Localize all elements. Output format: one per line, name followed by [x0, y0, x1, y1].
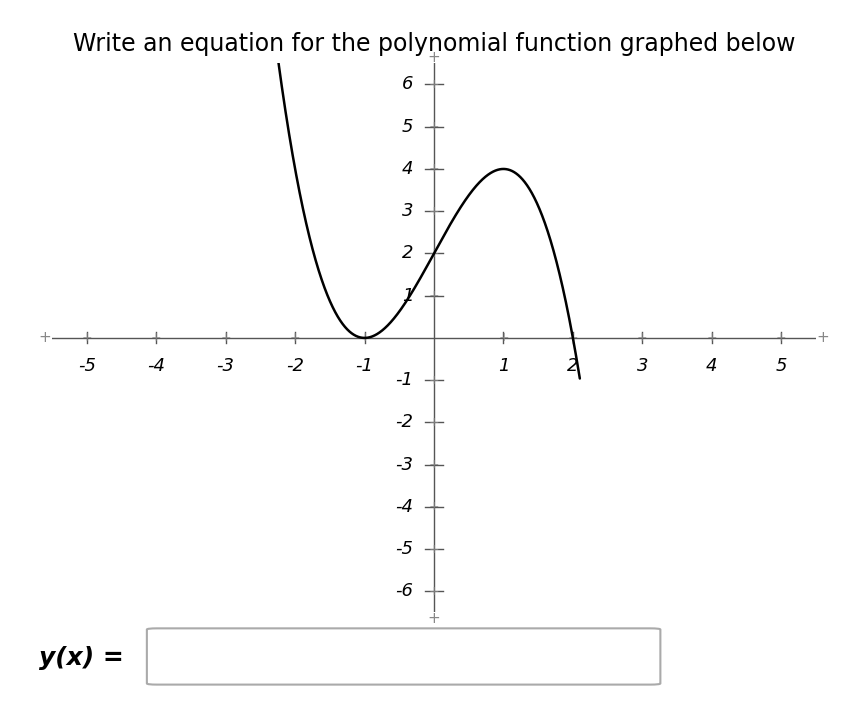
Text: 1: 1: [497, 357, 510, 375]
Text: 5: 5: [775, 357, 787, 375]
Text: -4: -4: [395, 498, 413, 516]
Text: +: +: [428, 611, 440, 627]
Text: -5: -5: [395, 540, 413, 558]
Text: +: +: [428, 49, 440, 65]
Text: 3: 3: [402, 202, 413, 220]
Text: +: +: [637, 332, 648, 344]
Text: +: +: [429, 543, 439, 555]
Text: y(x) =: y(x) =: [39, 646, 124, 670]
Text: -1: -1: [356, 357, 373, 375]
Text: +: +: [707, 332, 717, 344]
Text: +: +: [429, 501, 439, 513]
Text: -2: -2: [286, 357, 304, 375]
FancyBboxPatch shape: [147, 629, 661, 684]
Text: +: +: [220, 332, 231, 344]
Text: 3: 3: [636, 357, 648, 375]
Text: -3: -3: [217, 357, 234, 375]
Text: +: +: [429, 247, 439, 260]
Text: -6: -6: [395, 582, 413, 601]
Text: 1: 1: [402, 287, 413, 305]
Text: 6: 6: [402, 75, 413, 94]
Text: +: +: [429, 585, 439, 598]
Text: 5: 5: [402, 118, 413, 136]
Text: -3: -3: [395, 455, 413, 474]
Text: +: +: [429, 289, 439, 302]
Text: 2: 2: [402, 244, 413, 263]
Text: -5: -5: [78, 357, 95, 375]
Text: 4: 4: [402, 160, 413, 178]
Text: +: +: [82, 332, 92, 344]
Text: 2: 2: [567, 357, 579, 375]
Text: -4: -4: [148, 357, 165, 375]
Text: +: +: [568, 332, 578, 344]
Text: +: +: [429, 78, 439, 91]
Text: +: +: [429, 458, 439, 471]
Text: -1: -1: [395, 371, 413, 389]
Text: +: +: [429, 120, 439, 133]
Text: 4: 4: [706, 357, 718, 375]
Text: -2: -2: [395, 413, 413, 432]
Text: +: +: [151, 332, 161, 344]
Text: +: +: [39, 330, 51, 346]
Text: +: +: [429, 374, 439, 386]
Text: +: +: [498, 332, 509, 344]
Text: +: +: [776, 332, 786, 344]
Text: Write an equation for the polynomial function graphed below: Write an equation for the polynomial fun…: [73, 32, 795, 56]
Text: +: +: [429, 416, 439, 429]
Text: +: +: [290, 332, 300, 344]
Text: +: +: [817, 330, 829, 346]
Text: +: +: [429, 205, 439, 218]
Text: +: +: [429, 163, 439, 175]
Text: +: +: [359, 332, 370, 344]
